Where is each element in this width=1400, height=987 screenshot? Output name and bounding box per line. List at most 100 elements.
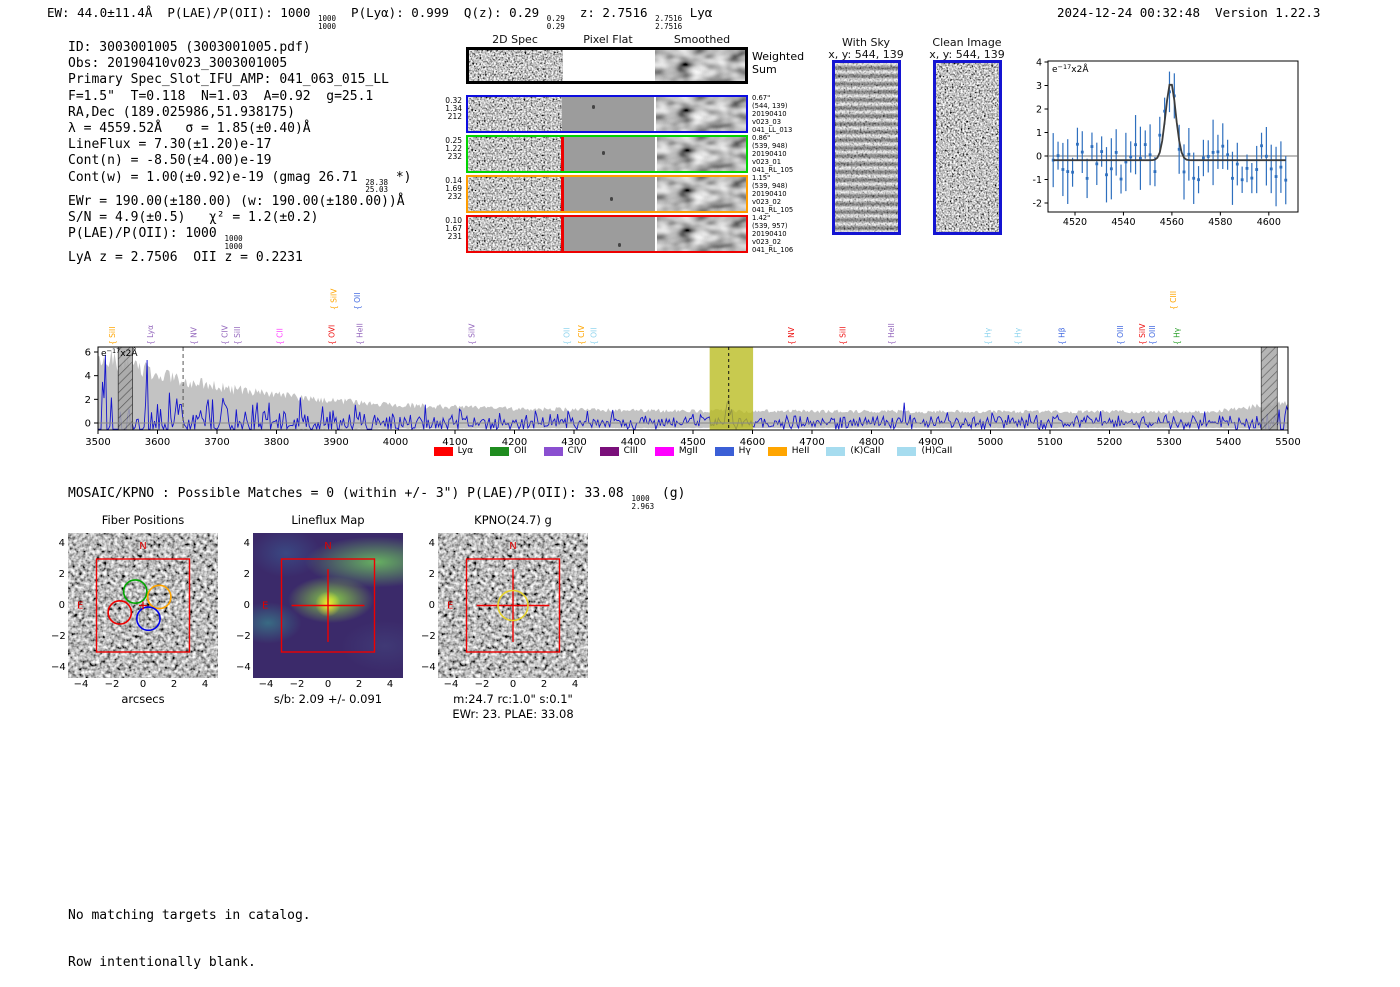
panel-y-tick: 2 [58,568,65,580]
full-spectrum-chart: 3500 3600 3700 3800 3900 4000 4100 4200 4300 4400… [85,288,1301,448]
legend-swatch [599,446,619,456]
panel-y-tick: 0 [428,599,435,611]
fiber-positions-xlabel: arcsecs [121,692,165,706]
svg-text:4300: 4300 [561,437,586,448]
panel-y-tick: −4 [236,661,251,673]
line-label-OIII: { OIII [1148,325,1157,345]
panel-x-tick: 0 [324,679,332,690]
svg-text:3900: 3900 [323,437,348,448]
panel-y-tick: 4 [58,537,65,549]
row-fiber-id-labels: 1.15" (539, 948) 20190410 v023_02 041_RL_105 [752,174,794,214]
line-label-CIV: { CIV [221,324,230,345]
svg-text:0: 0 [1036,151,1042,162]
info-line: Obs: 20190410v023_3003001005 [68,56,288,72]
legend-entry-Hγ: Hγ [714,446,751,456]
line-label-Hγ: { Hγ [983,327,992,345]
panel-x-tick: 4 [386,679,394,690]
weighted-sum-row [466,47,748,84]
weighted-smoothed-image [655,50,745,81]
panel-x-tick: 4 [201,679,209,690]
column-title-smoothed: Smoothed [673,33,731,46]
row-2d-spec-image [468,177,561,211]
svg-text:4000: 4000 [383,437,408,448]
panel-y-tick: 4 [428,537,435,549]
line-label-CII: { CII [275,328,284,345]
info-line: ID: 3003001005 (3003001005.pdf) [68,40,311,55]
column-title-pixel-flat: Pixel Flat [583,33,633,46]
svg-text:4600: 4600 [740,437,765,448]
row-weight-labels: 0.14 1.69 232 [445,176,462,202]
svg-text:0: 0 [85,419,91,430]
kpno-cutout-title: KPNO(24.7) g [474,513,552,527]
panel-y-tick: −4 [421,661,436,673]
clean-image [933,60,1002,235]
panel-y-tick: 0 [58,599,65,611]
row-2d-spec-image [468,137,561,171]
row-2d-spec-image [468,97,562,131]
line-label-Hγ: { Hγ [1014,327,1023,345]
panel-y-tick: −2 [236,630,251,642]
elixer-report-page: { "report_header": { "left_tokens": [ {"… [47,5,1321,970]
line-fit-inset-chart: -2 -1 0 1 2 3 4 4520 4540 4560 4580 4600 e−17x2Å [1033,57,1299,228]
clean-image-title: Clean Image x, y: 544, 139 [929,36,1005,61]
svg-text:2: 2 [1036,104,1042,115]
detection-info-block: ID: 3003001005 (3003001005.pdf) Obs: 2019… [68,40,411,266]
line-label-OII: { OII [563,328,572,345]
lineflux-map-overlay: NE [262,541,376,653]
row-fiber-id-labels: 1.42" (539, 957) 20190410 v023_02 041_RL_106 [752,214,794,254]
panel-x-tick: 2 [540,679,548,690]
legend-entry-CIV: CIV [543,446,583,456]
row-2d-spec-image [468,217,561,251]
panel-x-tick: 0 [139,679,147,690]
with-sky-image [832,60,901,235]
row-smoothed-image [654,97,746,131]
panel-x-tick: 4 [571,679,579,690]
row-pixel-flat-image [560,217,655,251]
compass-north-label: N [509,541,516,552]
catalog-match-footer: No matching targets in catalog. Row inte… [68,876,311,987]
line-label-SiII: { SiII [233,327,242,345]
fiber-aperture-circle [122,579,148,604]
fiber-positions-overlay: NE [77,541,191,653]
panel-x-tick: −4 [258,679,274,690]
line-label-Hγ: { Hγ [1173,327,1182,345]
svg-text:4520: 4520 [1063,217,1087,228]
line-label-CIII: { CIII [1169,291,1178,310]
line-label-SiII: { SiII [108,327,117,345]
panel-y-tick: −4 [51,661,66,673]
info-line: λ = 4559.52Å σ = 1.85(±0.40)Å [68,121,311,137]
panel-x-tick: −4 [73,679,89,690]
legend-entry-OII: OII [490,446,527,456]
legend-swatch [826,446,846,456]
with-sky-title: With Sky x, y: 544, 139 [828,36,904,61]
extraction-box [280,558,376,653]
legend-swatch [767,446,787,456]
line-label-CIV: { CIV [577,324,586,345]
inset-gaussian-fit-curve [1053,83,1286,162]
svg-text:3500: 3500 [85,437,110,448]
center-cross [139,601,147,610]
svg-text:4540: 4540 [1111,217,1135,228]
row-pixel-flat-image [560,137,655,171]
detected-line-highlight-band [709,347,754,430]
footer-line-1: No matching targets in catalog. [68,907,311,923]
masked-region-band [117,347,133,430]
photometric-aperture-circle [497,589,529,622]
info-line: EWr = 190.00(±180.00) (w: 190.00(±180.00… [68,193,405,209]
svg-text:4: 4 [85,371,91,382]
panel-y-tick: −2 [421,630,436,642]
panel-x-tick: −2 [104,679,120,690]
panel-x-tick: 0 [509,679,517,690]
compass-east-label: E [77,601,83,612]
line-label-NV: { NV [190,326,199,345]
panel-x-tick: −2 [474,679,490,690]
svg-text:4900: 4900 [918,437,943,448]
inset-units-label: e−17x2Å [1052,63,1089,75]
mosaic-kpno-matches-line: MOSAIC/KPNO : Possible Matches = 0 (with… [68,486,686,511]
summary-stats-line: EW: 44.0±11.4Å P(LAE)/P(OII): 1000 1000 1… [47,5,713,31]
panel-y-tick: 2 [428,568,435,580]
weighted-sum-label: Weighted Sum [752,50,805,76]
fiber-cutout-row [466,175,748,213]
svg-text:3600: 3600 [145,437,170,448]
